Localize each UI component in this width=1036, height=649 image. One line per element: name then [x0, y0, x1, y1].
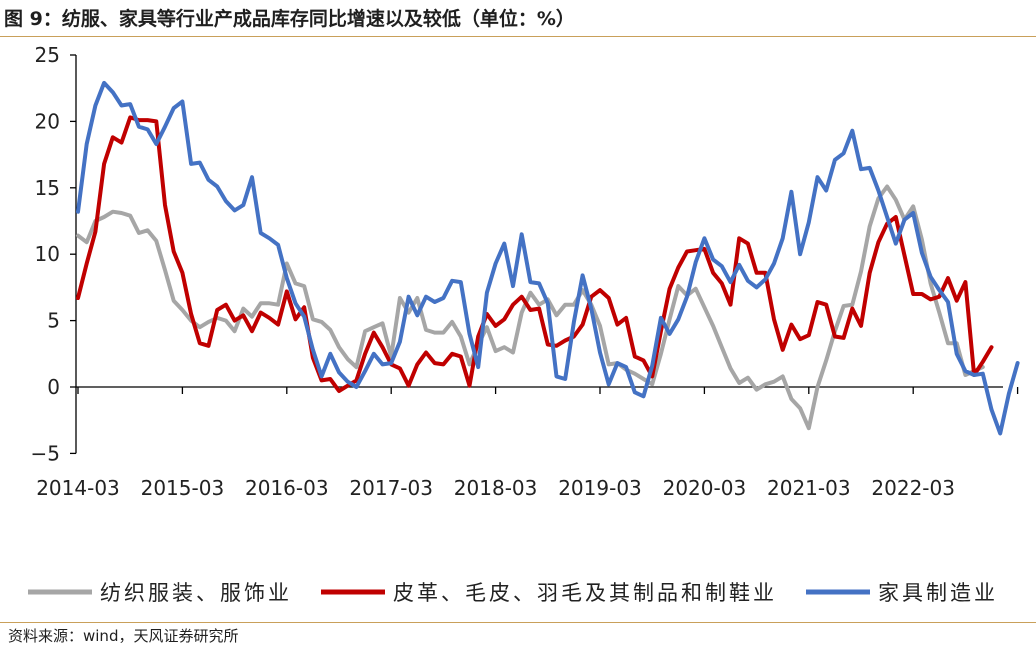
series-line-1 [76, 184, 985, 431]
y-axis-tick-labels: −5 0 5 10 15 20 25 [31, 43, 60, 465]
chart-legend: 纺织服装、服饰业 皮革、毛皮、羽毛及其制品和制鞋业 家具制造业 [28, 581, 998, 605]
y-tick-label: −5 [31, 441, 60, 465]
legend-label-2: 皮革、毛皮、羽毛及其制品和制鞋业 [393, 581, 777, 605]
x-tick-label: 2017-03 [349, 476, 433, 500]
legend-label-1: 纺织服装、服饰业 [100, 581, 292, 605]
x-tick-label: 2021-03 [767, 476, 851, 500]
y-tick-label: 25 [35, 43, 60, 67]
chart-axes [70, 54, 1019, 455]
y-tick-label: 0 [47, 375, 60, 399]
series-line-2 [76, 115, 994, 393]
y-tick-label: 5 [47, 309, 60, 333]
legend-label-3: 家具制造业 [878, 581, 998, 605]
x-tick-label: 2015-03 [141, 476, 225, 500]
source-divider [0, 622, 1036, 623]
x-tick-label: 2016-03 [245, 476, 329, 500]
chart-series [76, 80, 1020, 436]
x-tick-label: 2022-03 [871, 476, 955, 500]
y-tick-label: 20 [35, 109, 60, 133]
line-chart: −5 0 5 10 15 20 25 2014-03 2015-03 2016-03 2017-0… [28, 43, 1020, 605]
x-axis-tick-labels: 2014-03 2015-03 2016-03 2017-03 2018-03 2019-… [36, 476, 955, 500]
title-divider [0, 36, 1036, 37]
series-line-3 [76, 80, 1020, 436]
y-tick-label: 15 [35, 176, 60, 200]
source-note: 资料来源：wind，天风证券研究所 [8, 627, 239, 645]
chart-title: 图 9：纺服、家具等行业产成品库存同比增速以及较低（单位：%） [4, 8, 575, 30]
y-tick-label: 10 [35, 242, 60, 266]
x-tick-label: 2019-03 [558, 476, 642, 500]
x-tick-label: 2014-03 [36, 476, 120, 500]
x-tick-label: 2020-03 [663, 476, 747, 500]
x-tick-label: 2018-03 [454, 476, 538, 500]
